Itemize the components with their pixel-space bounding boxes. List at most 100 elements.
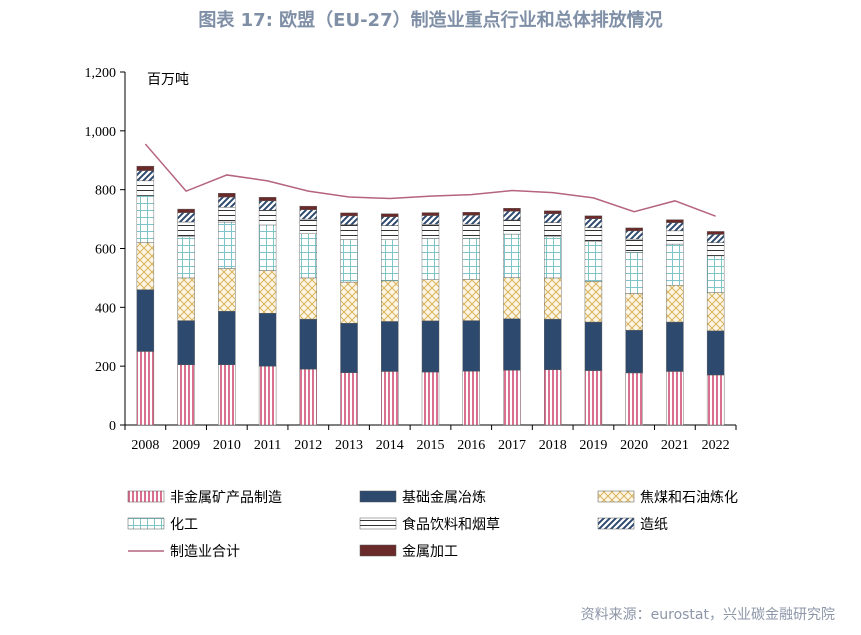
bar-segment-4 <box>503 233 521 278</box>
bar-segment-5 <box>666 230 684 245</box>
bar-segment-3 <box>136 242 155 290</box>
bar-segment-6 <box>421 215 440 225</box>
bar-segment-7 <box>584 215 603 219</box>
bar-segment-3 <box>177 277 195 321</box>
bar-segment-3 <box>706 292 725 332</box>
bar-segment-6 <box>544 213 562 223</box>
y-tick-label: 600 <box>95 243 116 258</box>
x-tick-label: 2014 <box>376 438 404 453</box>
bar-segment-7 <box>381 213 399 217</box>
bar-segment-3 <box>258 270 277 314</box>
legend-swatch <box>359 517 397 530</box>
bar-segment-5 <box>625 238 643 253</box>
bar-segment-3 <box>666 285 684 323</box>
bar-segment-2 <box>381 321 399 372</box>
x-tick-label: 2016 <box>457 438 485 453</box>
bar-segment-2 <box>258 313 277 367</box>
bar-segment-1 <box>544 369 562 426</box>
axes: 0 200 400 600 800 1,000 1,200 2008 2009 2010 2011 2… <box>85 66 737 453</box>
legend-swatch <box>127 490 165 503</box>
legend-label: 焦煤和石油炼化 <box>640 490 738 506</box>
bar-segment-1 <box>503 370 521 426</box>
bar-segment-6 <box>177 212 195 223</box>
bar-segment-7 <box>706 231 725 235</box>
source-note: 资料来源：eurostat，兴业碳金融研究院 <box>580 607 835 623</box>
bar-segment-3 <box>625 293 643 331</box>
bar-segment-4 <box>421 238 440 280</box>
bar-segment-1 <box>258 365 277 426</box>
bar-segment-4 <box>544 236 562 279</box>
bar-segment-6 <box>666 222 684 232</box>
bar-segment-6 <box>218 196 236 208</box>
bar-segment-4 <box>706 255 725 293</box>
bar-segment-4 <box>340 239 358 283</box>
bar-segment-6 <box>340 215 358 225</box>
total-line-path <box>144 143 716 217</box>
bar-segment-3 <box>584 281 603 323</box>
bar-segment-4 <box>258 224 277 271</box>
y-tick-label: 800 <box>95 184 116 199</box>
bars <box>136 165 725 426</box>
bar-segment-6 <box>381 216 399 226</box>
bar-segment-5 <box>706 242 725 257</box>
bar-segment-1 <box>625 372 643 426</box>
bar-segment-5 <box>544 222 562 237</box>
bar-segment-5 <box>462 223 480 239</box>
bar-segment-4 <box>625 252 643 294</box>
legend-swatch <box>597 517 635 530</box>
x-tick-label: 2022 <box>702 438 730 453</box>
bar-segment-7 <box>503 207 521 212</box>
bar-segment-2 <box>340 323 358 373</box>
bar-segment-1 <box>666 371 684 426</box>
x-tick-label: 2008 <box>131 438 159 453</box>
x-tick-label: 2017 <box>498 438 526 453</box>
bar-segment-6 <box>625 230 643 240</box>
bar-segment-5 <box>340 224 358 240</box>
bar-segment-1 <box>381 371 399 426</box>
legend-label: 食品饮料和烟草 <box>402 516 500 533</box>
bar-segment-5 <box>503 219 521 235</box>
bar-segment-5 <box>299 218 317 234</box>
bar-segment-7 <box>625 227 643 232</box>
x-tick-label: 2012 <box>294 438 322 453</box>
x-tick-label: 2009 <box>172 438 200 453</box>
bar-segment-3 <box>421 279 440 322</box>
bar-segment-5 <box>177 221 195 237</box>
bar-segment-7 <box>136 165 155 171</box>
bar-segment-1 <box>218 364 236 426</box>
bar-segment-2 <box>503 318 521 371</box>
bar-segment-6 <box>299 209 317 220</box>
legend-label: 非金属矿产品制造 <box>170 490 282 506</box>
bar-segment-5 <box>421 224 440 239</box>
unit-label: 百万吨 <box>147 72 189 88</box>
x-tick-label: 2020 <box>620 438 648 453</box>
bar-segment-4 <box>666 243 684 286</box>
bar-segment-1 <box>299 368 317 426</box>
bar-segment-6 <box>503 210 521 221</box>
bar-segment-4 <box>462 238 480 280</box>
x-tick-label: 2021 <box>661 438 689 453</box>
bar-segment-1 <box>421 371 440 426</box>
bar-segment-1 <box>177 364 195 426</box>
legend-swatch <box>127 517 165 530</box>
bar-segment-5 <box>381 225 399 240</box>
bar-segment-1 <box>462 370 480 426</box>
bar-segment-7 <box>421 212 440 216</box>
bar-segment-3 <box>218 268 236 312</box>
bar-segment-3 <box>503 277 521 320</box>
bar-segment-2 <box>136 289 155 352</box>
bar-segment-7 <box>666 219 684 223</box>
bar-segment-5 <box>584 227 603 242</box>
y-tick-label: 1,200 <box>85 66 117 81</box>
bar-segment-7 <box>177 208 195 213</box>
legend-swatch <box>359 544 397 557</box>
bar-segment-7 <box>462 212 480 216</box>
bar-segment-6 <box>462 215 480 225</box>
bar-segment-2 <box>421 320 440 373</box>
bar-segment-4 <box>218 221 236 269</box>
bar-segment-6 <box>706 234 725 243</box>
legend-label: 化工 <box>170 517 198 533</box>
x-tick-label: 2015 <box>417 438 445 453</box>
y-tick-label: 400 <box>95 301 116 316</box>
